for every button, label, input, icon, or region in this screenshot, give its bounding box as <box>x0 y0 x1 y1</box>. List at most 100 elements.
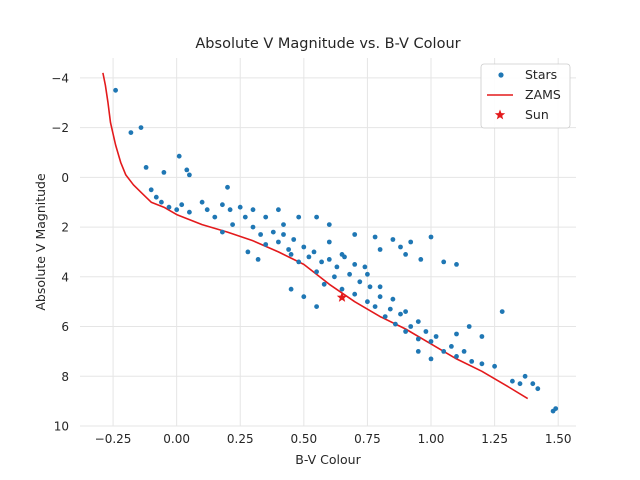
star-point <box>263 214 269 220</box>
x-tick-label: 1.50 <box>545 432 572 446</box>
legend-stars-marker <box>498 72 504 78</box>
star-point <box>179 202 185 208</box>
x-tick-label: 0.00 <box>163 432 190 446</box>
star-point <box>161 170 167 175</box>
star-point <box>306 254 312 260</box>
star-point <box>454 354 459 359</box>
x-tick-label: 1.00 <box>418 432 445 446</box>
star-point <box>479 361 485 367</box>
star-point <box>230 222 236 228</box>
star-point <box>522 373 528 379</box>
star-point <box>398 311 403 317</box>
star-point <box>220 202 225 208</box>
star-point <box>258 232 263 237</box>
x-tick-label: 0.25 <box>227 432 254 446</box>
star-point <box>441 259 447 265</box>
legend-zams-label: ZAMS <box>525 87 561 102</box>
star-point <box>408 324 414 329</box>
star-point <box>166 204 172 210</box>
star-point <box>159 199 164 205</box>
star-point <box>288 252 294 257</box>
star-point <box>418 257 424 262</box>
star-point <box>212 214 218 220</box>
star-point <box>530 381 536 387</box>
star-point <box>148 187 154 193</box>
star-point <box>499 309 505 314</box>
star-point <box>428 339 434 344</box>
star-point <box>319 259 324 265</box>
star-point <box>428 234 434 240</box>
y-tick-labels: −4 −2 0 2 4 6 8 10 <box>51 71 69 433</box>
star-point <box>387 306 393 312</box>
star-point <box>174 207 180 213</box>
star-point <box>314 214 319 220</box>
star-point <box>352 232 358 237</box>
star-point <box>479 334 485 339</box>
sun-marker-layer <box>336 291 348 302</box>
star-point <box>403 252 408 257</box>
y-tick-label: 4 <box>61 270 69 284</box>
star-point <box>398 244 403 250</box>
star-point <box>535 386 541 392</box>
star-point <box>372 234 378 240</box>
star-point <box>390 237 396 242</box>
star-point <box>352 291 358 297</box>
x-tick-label: 1.25 <box>481 432 508 446</box>
star-point <box>143 165 149 170</box>
star-point <box>365 299 370 305</box>
star-point <box>250 224 256 230</box>
star-point <box>263 242 269 247</box>
star-point <box>176 153 182 159</box>
sun-marker <box>336 291 348 302</box>
star-point <box>408 239 414 245</box>
star-point <box>449 344 454 349</box>
y-tick-label: 8 <box>61 370 69 384</box>
y-tick-label: 10 <box>54 420 69 434</box>
star-point <box>454 262 459 267</box>
y-tick-label: −2 <box>51 121 69 135</box>
x-tick-labels: −0.25 0.00 0.25 0.50 0.75 1.00 1.25 1.50 <box>95 432 572 446</box>
star-point <box>415 349 421 354</box>
chart-title: Absolute V Magnitude vs. B-V Colour <box>195 36 460 52</box>
legend-sun-label: Sun <box>525 107 549 122</box>
star-point <box>276 239 281 245</box>
star-point <box>204 207 210 213</box>
star-point <box>281 232 286 237</box>
star-point <box>357 279 363 285</box>
star-point <box>441 349 447 354</box>
star-point <box>281 222 286 228</box>
star-point <box>187 172 192 178</box>
legend-box <box>480 63 571 129</box>
star-point <box>377 284 383 290</box>
star-point <box>250 207 256 213</box>
star-point <box>377 294 383 300</box>
y-tick-label: 2 <box>61 221 69 235</box>
star-point <box>352 262 358 267</box>
star-point <box>510 378 515 384</box>
star-point <box>553 406 559 411</box>
star-point <box>332 274 337 280</box>
star-point <box>362 264 368 270</box>
star-point <box>415 336 421 342</box>
star-point <box>296 259 302 265</box>
star-point <box>433 334 439 339</box>
star-point <box>492 363 497 369</box>
star-point <box>296 214 302 220</box>
x-tick-label: 0.75 <box>354 432 381 446</box>
star-point <box>255 257 261 262</box>
star-point <box>390 296 396 302</box>
star-point <box>291 237 297 242</box>
star-point <box>128 130 134 136</box>
star-point <box>138 125 144 130</box>
star-point <box>423 329 429 334</box>
star-point <box>237 204 243 210</box>
star-point <box>428 356 434 362</box>
y-axis-label: Absolute V Magnitude <box>33 173 48 311</box>
star-point <box>270 229 276 235</box>
star-point <box>339 286 345 292</box>
star-point <box>339 252 345 257</box>
star-point <box>199 199 205 205</box>
y-tick-label: 6 <box>61 320 69 334</box>
legend-stars-label: Stars <box>525 67 557 82</box>
